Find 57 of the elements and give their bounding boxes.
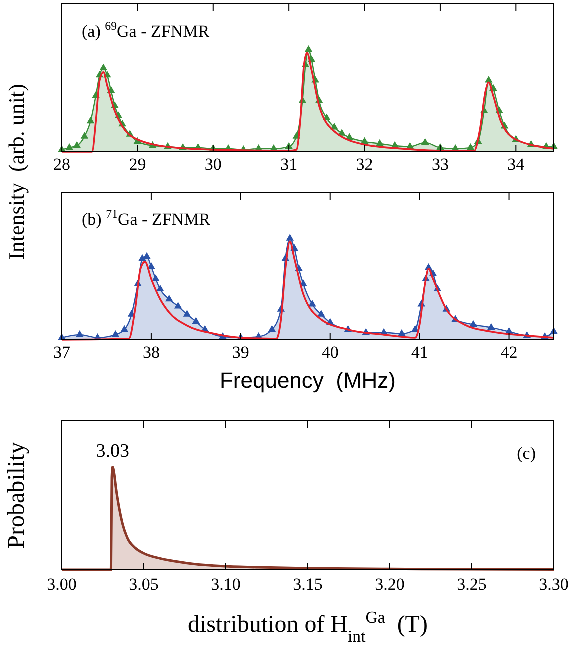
point — [360, 137, 369, 144]
point — [80, 132, 89, 139]
point — [100, 64, 108, 71]
point — [466, 143, 475, 150]
point — [174, 302, 182, 309]
x-tick-label: 28 — [54, 155, 70, 174]
point — [421, 138, 430, 146]
x-tick-label: 29 — [129, 155, 146, 174]
x-axis-title: distribution of H$_{int}$$^{Ga}$ (T) — [188, 608, 428, 646]
text: (c) — [517, 444, 536, 463]
x-tick-label: 31 — [280, 155, 298, 174]
point — [488, 323, 496, 330]
x-tick-label: 3.15 — [293, 575, 323, 594]
x-tick-label: 30 — [204, 155, 222, 174]
point — [183, 310, 192, 317]
point — [86, 116, 95, 124]
point — [286, 234, 294, 241]
x-tick-label: 42 — [500, 343, 518, 362]
x-tick-label: 38 — [142, 343, 160, 362]
annotation: 3.03 — [96, 441, 130, 462]
point — [470, 320, 478, 328]
point — [73, 141, 82, 148]
point — [398, 329, 406, 336]
chart-title: (a) $^{69}$Ga - ZFNMR — [82, 19, 210, 41]
x-tick-label: 3.30 — [539, 575, 569, 594]
x-tick-label: 33 — [432, 155, 449, 174]
x-tick-label: 3.20 — [375, 575, 405, 594]
chart-title: (b) $^{71}$Ga - ZFNMR — [82, 207, 212, 229]
point — [76, 330, 84, 338]
x-tick-label: 41 — [411, 343, 428, 362]
point — [268, 325, 276, 332]
x-tick-label: 3.25 — [457, 575, 487, 594]
x-axis-title: Frequency (MHz) — [220, 368, 396, 393]
y-axis-title: Probability — [4, 442, 30, 549]
point — [120, 325, 128, 332]
x-tick-label: 32 — [356, 155, 374, 174]
point — [485, 76, 493, 83]
point — [138, 254, 146, 262]
point — [376, 139, 384, 146]
point — [112, 330, 120, 338]
x-tick-label: 3.05 — [129, 575, 159, 594]
point — [152, 274, 160, 282]
point — [192, 317, 200, 324]
point — [156, 284, 164, 292]
x-tick-label: 34 — [508, 155, 526, 174]
x-tick-label: 37 — [54, 343, 71, 362]
point — [66, 143, 74, 150]
x-tick-label: 39 — [232, 343, 250, 362]
x-tick-label: 3.00 — [47, 575, 77, 594]
point — [308, 300, 316, 307]
point — [318, 310, 326, 317]
x-tick-label: 40 — [322, 343, 339, 362]
point — [165, 294, 174, 302]
point — [304, 45, 313, 52]
x-tick-label: 3.10 — [211, 575, 241, 594]
y-axis-title: Intensity (arb. unit) — [4, 84, 29, 260]
point — [143, 252, 151, 260]
